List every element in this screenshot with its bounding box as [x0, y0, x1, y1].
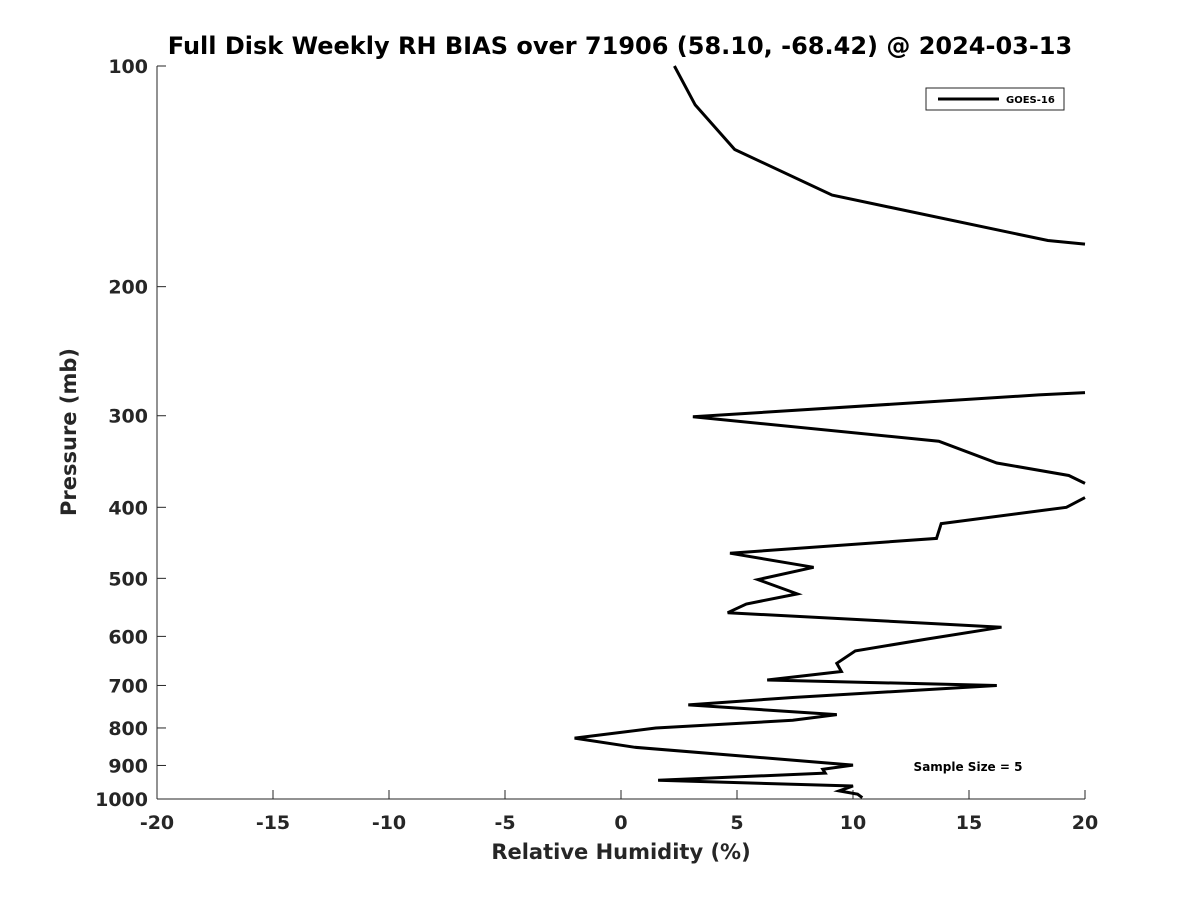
y-tick-label: 900	[108, 755, 148, 777]
x-tick-label: -20	[140, 812, 174, 834]
sample-size-annotation: Sample Size = 5	[914, 760, 1023, 774]
x-tick-label: -5	[494, 812, 515, 834]
x-tick-label: -10	[372, 812, 406, 834]
y-tick-label: 800	[108, 718, 148, 740]
axes: -20 -15 -10 -5 0 5 10 15 20 100 200 300 400 500 600 700…	[95, 56, 1098, 834]
y-tick-label: 600	[108, 626, 148, 648]
x-tick-label: 20	[1072, 812, 1098, 834]
x-tick-label: 15	[956, 812, 982, 834]
series-line-goes-16-segment-1	[673, 65, 1086, 246]
y-tick-label: 500	[108, 568, 148, 590]
series-layer	[574, 65, 1086, 799]
y-tick-label: 100	[108, 56, 148, 78]
y-tick-label: 200	[108, 277, 148, 299]
x-tick-label: 10	[840, 812, 866, 834]
y-tick-label: 300	[108, 406, 148, 428]
y-tick-label: 1000	[95, 789, 148, 811]
chart-title: Full Disk Weekly RH BIAS over 71906 (58.…	[168, 32, 1072, 60]
y-tick-label: 700	[108, 675, 148, 697]
x-axis-label: Relative Humidity (%)	[491, 840, 750, 864]
series-line-goes-16-segment-2	[692, 391, 1086, 485]
x-tick-label: 5	[730, 812, 743, 834]
y-tick-label: 400	[108, 497, 148, 519]
legend: GOES-16	[925, 87, 1065, 111]
y-axis-label: Pressure (mb)	[57, 348, 81, 516]
series-line-goes-16-segment-3	[574, 496, 1086, 799]
legend-entry-label: GOES-16	[1006, 95, 1055, 106]
x-tick-label: 0	[614, 812, 627, 834]
x-tick-label: -15	[256, 812, 290, 834]
